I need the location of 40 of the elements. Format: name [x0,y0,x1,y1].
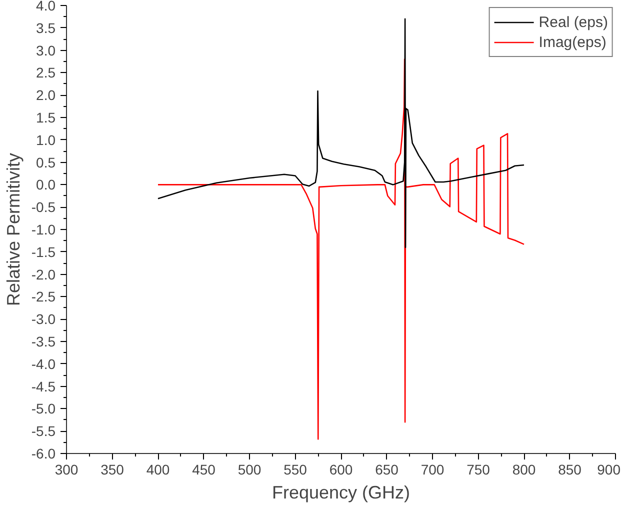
y-tick-label: -3.5 [31,334,56,350]
x-tick-label: 300 [54,462,78,478]
line-series [157,18,525,248]
y-tick-label: -1.0 [31,222,56,238]
y-tick-label: 4.0 [36,0,56,14]
y-tick-label: 2.5 [36,64,56,81]
x-tick-label: 550 [284,462,308,478]
y-tick-label: -2.5 [31,288,56,305]
y-tick-label: -1.5 [31,244,56,260]
x-tick-label: 600 [329,462,353,478]
y-axis-title: Relative Permitivity [3,152,24,306]
x-tick-label: 650 [375,462,399,478]
y-tick-label: 2.0 [36,87,56,104]
y-tick-label: 3.0 [36,42,56,58]
y-tick-label: -5.0 [31,400,56,417]
y-tick-label: -4.5 [31,378,56,394]
y-tick-label: 3.5 [36,20,56,36]
x-tick-label: 400 [146,462,170,478]
x-tick-label: 850 [558,462,582,478]
line-series [157,58,525,440]
x-tick-label: 900 [597,462,621,478]
y-tick-label: -6.0 [31,446,56,462]
x-tick-label: 800 [512,462,536,478]
y-tick-label: 1.5 [36,110,56,126]
x-tick-label: 350 [100,462,124,478]
y-tick-label: 1.0 [36,132,56,148]
x-tick-label: 700 [420,462,444,478]
y-tick-label: -2.0 [31,266,56,282]
y-tick-label: -5.5 [31,423,56,440]
x-tick-label: 450 [192,462,216,478]
y-tick-label: 0.5 [36,154,56,170]
legend-label: Imag(eps) [538,34,606,50]
x-tick-label: 750 [466,462,490,478]
x-tick-label: 500 [238,462,262,478]
y-tick-label: -4.0 [31,356,56,372]
x-axis-title: Frequency (GHz) [272,482,410,502]
y-tick-label: -0.5 [31,199,56,216]
y-tick-label: 0.0 [36,176,56,193]
y-tick-label: -3.0 [31,311,56,328]
legend-label: Real (eps) [538,14,608,30]
